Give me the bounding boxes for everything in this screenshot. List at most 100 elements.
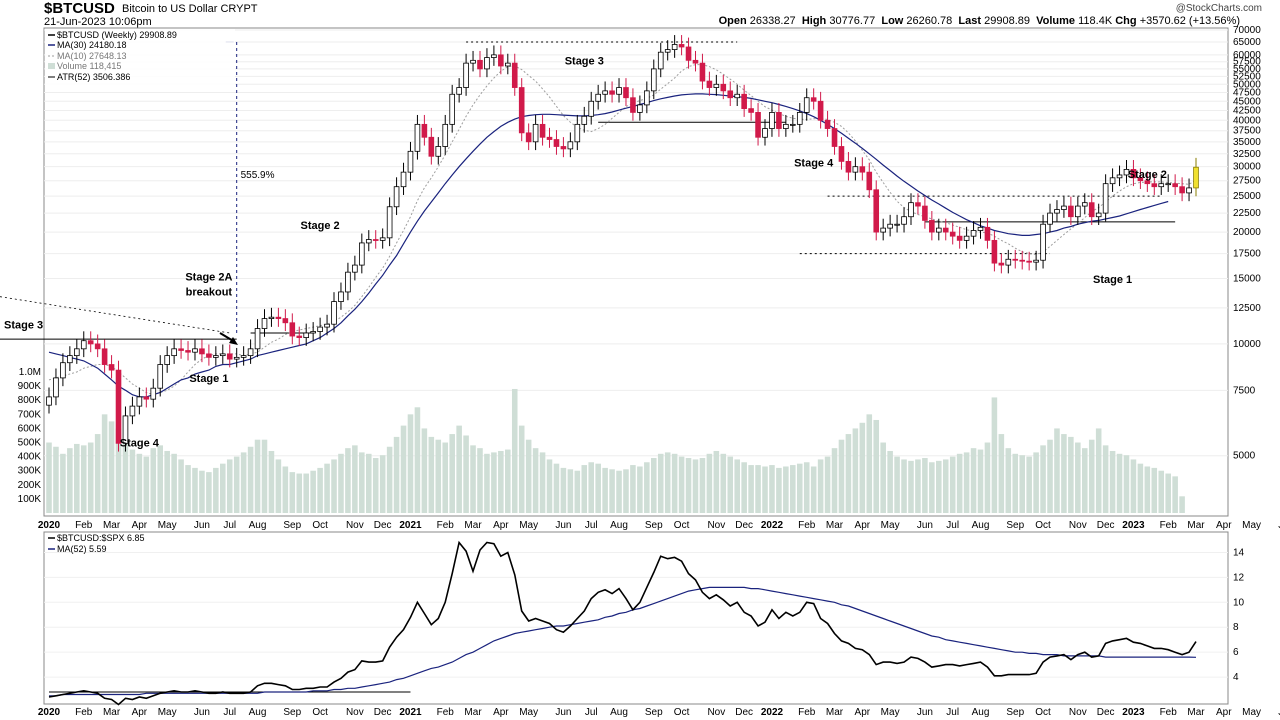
volume-bar: [1061, 434, 1067, 513]
volume-bar: [831, 448, 838, 513]
candle-body: [1130, 168, 1137, 179]
volume-bar: [929, 462, 935, 513]
price-tick-label: 42500: [1233, 105, 1261, 116]
volume-bar: [254, 439, 261, 513]
volume-bar: [143, 456, 150, 513]
price-tick-label: 12500: [1233, 303, 1261, 314]
x-tick-label: Mar: [826, 520, 844, 531]
volume-bar: [908, 460, 914, 513]
ratio-tick-label: 10: [1233, 597, 1245, 608]
candle-body: [282, 318, 289, 324]
x-tick-label: Feb: [75, 520, 93, 531]
candle-body: [1033, 259, 1039, 263]
candle-body: [1109, 177, 1116, 185]
volume-bar: [796, 463, 803, 513]
volume-bar: [1123, 455, 1130, 513]
volume-bar: [122, 439, 129, 513]
volume-bar: [623, 469, 629, 513]
candle-body: [574, 123, 581, 143]
candle-body: [150, 387, 157, 400]
volume-bar: [108, 421, 115, 513]
volume-bar: [1172, 476, 1178, 513]
candle-body: [755, 112, 761, 138]
volume-bar: [477, 448, 483, 513]
x-tick-label: Feb: [437, 707, 455, 718]
x-tick-label: 2022: [761, 707, 784, 718]
candle-body: [650, 68, 657, 92]
candle-body: [699, 62, 706, 82]
low-label: Low: [881, 15, 904, 27]
volume-bar: [386, 446, 393, 513]
volume-bar: [588, 462, 594, 513]
price-tick-label: 27500: [1233, 176, 1261, 187]
volume-bar: [1019, 455, 1025, 513]
volume-bar: [852, 428, 859, 513]
candle-body: [108, 364, 115, 371]
x-tick-label: Jul: [946, 520, 959, 531]
legend-ratio: $BTCUSD:$SPX 6.85: [57, 533, 145, 543]
volume-bar: [324, 463, 330, 513]
volume-bar: [275, 459, 282, 513]
candle-body: [60, 362, 66, 379]
volume-tick-label: 900K: [18, 381, 42, 392]
volume-bar: [192, 467, 198, 513]
candle-body: [511, 62, 518, 88]
x-tick-label: Nov: [346, 520, 364, 531]
volume-bar: [233, 456, 240, 513]
volume-bar: [866, 414, 873, 513]
candle-body: [518, 87, 525, 134]
x-tick-label: Jul: [585, 707, 598, 718]
candle-body: [178, 348, 184, 351]
description-text: Bitcoin to US Dollar: [122, 3, 218, 15]
candle-body: [831, 128, 838, 147]
volume-bar: [1068, 436, 1074, 513]
price-tick-label: 5000: [1233, 451, 1256, 462]
volume-bar: [456, 425, 462, 513]
price-tick-label: 30000: [1233, 162, 1261, 173]
candle-body: [623, 87, 629, 99]
candle-body: [1012, 258, 1019, 261]
x-tick-label: Mar: [826, 707, 844, 718]
candle-body: [838, 146, 845, 162]
ratio-lines: [48, 540, 1197, 706]
price-tick-label: 37500: [1233, 126, 1261, 137]
candle-body: [664, 49, 671, 53]
volume-bar: [115, 428, 122, 513]
volume-bar: [963, 452, 970, 513]
candle-body: [546, 136, 553, 140]
x-tick-label: Apr: [855, 520, 871, 531]
candle-body: [240, 355, 247, 358]
price-tick-label: 32500: [1233, 149, 1261, 160]
volume-bar: [845, 434, 852, 513]
legend-ma30: MA(30) 24180.18: [57, 40, 127, 50]
x-tick-label: Apr: [493, 520, 509, 531]
volume-axis: 1.0M 900K 800K 700K 600K 500K 400K 300K 200K 100K: [18, 367, 42, 505]
price-tick-label: 47500: [1233, 88, 1261, 99]
volume-bar: [1102, 445, 1109, 513]
candle-body: [372, 239, 379, 241]
x-tick-label: Aug: [972, 520, 990, 531]
candle-body: [1081, 202, 1088, 207]
candle-body: [53, 377, 59, 398]
chg-value: +3570.62 (+13.56%): [1139, 15, 1240, 27]
volume-bar: [213, 467, 219, 513]
x-tick-label: Dec: [1097, 707, 1115, 718]
volume-bar: [706, 453, 713, 513]
candle-body: [386, 206, 393, 239]
volume-bar: [525, 439, 532, 513]
x-tick-label: Apr: [855, 707, 871, 718]
volume-tick-label: 700K: [18, 409, 42, 420]
candle-body: [998, 262, 1005, 266]
x-tick-label: May: [519, 707, 538, 718]
candle-body: [873, 189, 880, 233]
volume-bar: [713, 450, 720, 513]
candle-body: [67, 355, 73, 364]
candle-body: [1172, 183, 1178, 188]
volume-bar: [310, 470, 316, 513]
volume-bar: [199, 470, 205, 513]
x-tick-label: Dec: [735, 520, 753, 531]
asset-class: CRYPT: [220, 3, 258, 15]
volume-bar: [915, 459, 921, 513]
